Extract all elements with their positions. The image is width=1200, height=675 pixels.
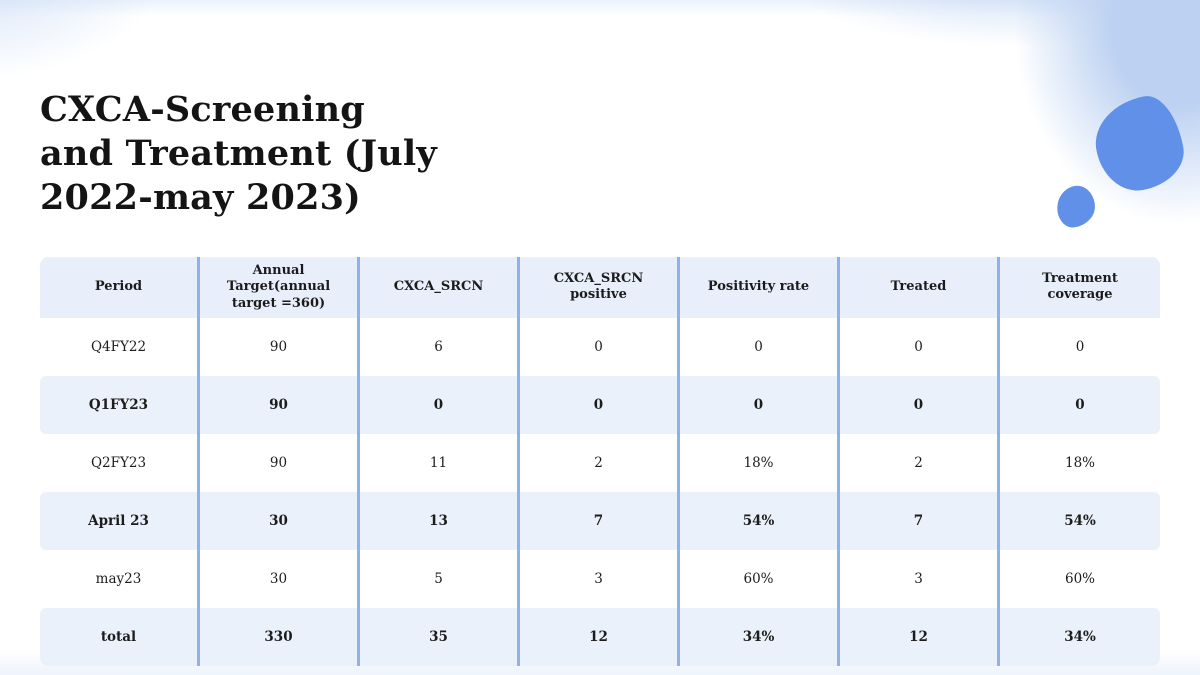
table-cell: 90 (200, 433, 360, 492)
table-cell: Q4FY22 (40, 317, 200, 376)
table-cell: 60% (1064, 570, 1095, 587)
table-row-april23: April 23 30 13 7 54% 7 54% (40, 491, 1160, 550)
table-cell: 90 (200, 317, 360, 376)
page-title: CXCA-Screening and Treatment (July 2022-… (40, 88, 520, 219)
column-header-period: Period (40, 257, 200, 318)
table-cell: 54% (680, 491, 840, 550)
table-cell: 34% (680, 607, 840, 666)
column-header-treatment-coverage: Treatment coverage (1000, 257, 1160, 318)
table-cell: 2 (520, 433, 680, 492)
column-header-treated: Treated (840, 257, 1000, 318)
table-cell: 60% (680, 549, 840, 608)
table-row-may23: may23 30 5 3 60% 3 60% (40, 549, 1160, 608)
column-header-cxca-srcn: CXCA_SRCN (360, 257, 520, 318)
table-cell: 12 (840, 607, 1000, 666)
table-cell: 0 (680, 317, 840, 376)
table-cell: total (40, 607, 200, 666)
table-cell: 7 (520, 491, 680, 550)
small-blob-shape (1054, 183, 1098, 230)
table-row-q4fy22: Q4FY22 90 6 0 0 0 0 (40, 317, 1160, 376)
table-cell: Q1FY23 (40, 375, 200, 434)
table-row-total: total 330 35 12 34% 12 34% (40, 607, 1160, 666)
column-header-cxca-srcn-positive: CXCA_SRCN positive (520, 257, 680, 318)
screening-table-container: Period Annual Target(annual target =360)… (40, 257, 1160, 666)
table-cell: 3 (520, 549, 680, 608)
table-cell: may23 (40, 549, 200, 608)
large-blob-shape (1088, 91, 1190, 197)
title-line-1: CXCA-Screening (40, 89, 365, 130)
table-cell: 7 (840, 491, 1000, 550)
table-cell: 0 (360, 375, 520, 434)
title-line-2: and Treatment (July (40, 132, 437, 174)
table-cell: 12 (520, 607, 680, 666)
table-cell: 18% (680, 433, 840, 492)
table-cell: 30 (200, 549, 360, 608)
table-cell: April 23 (40, 491, 200, 550)
table-cell: 18% (1064, 454, 1095, 471)
table-cell: 0 (1075, 338, 1085, 355)
table-row-q1fy23: Q1FY23 90 0 0 0 0 0 (40, 375, 1160, 434)
table-cell: 0 (680, 375, 840, 434)
table-cell: 54% (1000, 491, 1160, 550)
table-cell: 90 (200, 375, 360, 434)
table-cell: 0 (520, 375, 680, 434)
table-cell: Q2FY23 (40, 433, 200, 492)
column-header-positivity-rate: Positivity rate (680, 257, 840, 318)
table-cell: 35 (360, 607, 520, 666)
title-line-3: 2022-may 2023) (40, 176, 361, 218)
table-cell: 30 (200, 491, 360, 550)
table-cell: 6 (360, 317, 520, 376)
table-cell: 0 (520, 317, 680, 376)
header-row: Period Annual Target(annual target =360)… (40, 257, 1160, 318)
column-header-annual-target: Annual Target(annual target =360) (200, 257, 360, 318)
table-cell: 330 (200, 607, 360, 666)
table-cell: 0 (840, 317, 1000, 376)
table-cell: 5 (360, 549, 520, 608)
table-cell: 0 (1000, 375, 1160, 434)
table-cell: 34% (1000, 607, 1160, 666)
table-cell: 0 (840, 375, 1000, 434)
table-cell: 3 (840, 549, 1000, 608)
screening-table: Period Annual Target(annual target =360)… (40, 257, 1160, 666)
table-row-q2fy23: Q2FY23 90 11 2 18% 2 18% (40, 433, 1160, 492)
table-cell: 11 (360, 433, 520, 492)
table-cell: 13 (360, 491, 520, 550)
table-cell: 2 (840, 433, 1000, 492)
